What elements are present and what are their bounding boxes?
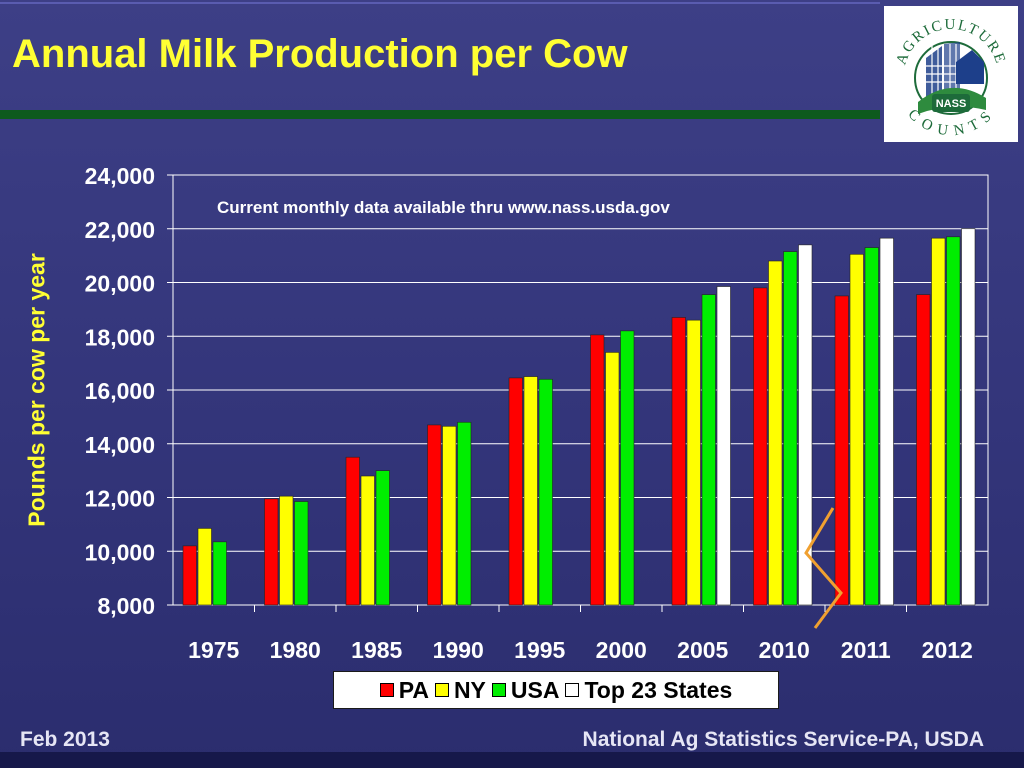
legend-label: PA	[398, 676, 429, 703]
top-divider	[0, 2, 880, 4]
y-tick-label: 10,000	[85, 539, 155, 565]
legend-swatch	[434, 683, 449, 697]
axis-break-marker	[804, 507, 843, 629]
bars	[182, 228, 976, 606]
x-tick-label: 2005	[677, 637, 728, 663]
y-tick-label: 12,000	[85, 486, 155, 512]
bar-ny-1985	[360, 475, 375, 606]
bar-ny-1980	[279, 495, 294, 606]
bar-pa-2005	[671, 317, 686, 606]
bar-usa-1980	[294, 501, 309, 606]
x-tick-label: 2012	[922, 637, 973, 663]
bar-usa-1990	[457, 421, 472, 606]
legend-item-ny: NY	[434, 676, 486, 704]
bar-pa-2012	[916, 294, 931, 606]
bar-usa-2010	[783, 251, 798, 606]
x-tick-label: 1975	[188, 637, 239, 663]
bar-usa-1975	[212, 541, 227, 606]
bar-top-23-states-2012	[961, 228, 976, 606]
bar-pa-1980	[264, 498, 279, 606]
legend-swatch	[379, 683, 394, 697]
slide-title: Annual Milk Production per Cow	[12, 32, 628, 76]
legend-label: NY	[453, 676, 486, 703]
bottom-band	[0, 752, 1024, 768]
nass-logo: NASS AGRICULTURE COUNTS	[884, 6, 1018, 142]
bar-usa-2012	[946, 236, 961, 606]
y-tick-labels: 8,000 10,000 12,000 14,000 16,000 18,000 20,00…	[85, 163, 155, 619]
agriculture-counts-logo-icon: NASS AGRICULTURE COUNTS	[893, 17, 1006, 140]
x-tick-label: 2011	[841, 637, 891, 663]
bar-usa-1995	[538, 378, 553, 606]
x-tick-label: 2010	[759, 637, 810, 663]
x-tick-label: 1995	[514, 637, 565, 663]
chart-legend: PA NY USA Top 23 States	[333, 671, 779, 709]
legend-item-top-23-states: Top 23 States	[565, 677, 732, 704]
bar-top-23-states-2011	[879, 237, 894, 606]
bar-usa-2005	[701, 294, 716, 606]
bar-pa-1995	[508, 377, 523, 606]
bar-ny-1995	[523, 376, 538, 606]
bar-usa-2000	[620, 330, 635, 606]
gridlines	[167, 174, 988, 612]
bar-ny-1990	[442, 425, 457, 606]
bar-pa-1990	[427, 424, 442, 606]
x-tick-labels: 1975 1980 1985 1990 1995 2000 2005 2010 2011 2012	[188, 637, 973, 663]
bar-usa-1985	[375, 470, 390, 606]
bar-top-23-states-2010	[798, 244, 813, 606]
bar-pa-2000	[590, 334, 605, 606]
x-tick-label: 1980	[270, 637, 321, 663]
bar-pa-1985	[345, 456, 360, 606]
x-tick-label: 2000	[596, 637, 647, 663]
bar-ny-1975	[197, 528, 212, 606]
chart-annotation: Current monthly data available thru www.…	[217, 198, 670, 217]
legend-swatch	[565, 683, 580, 697]
bar-ny-2011	[849, 253, 864, 606]
y-tick-label: 16,000	[85, 378, 155, 404]
bar-ny-2012	[931, 237, 946, 606]
bar-ny-2010	[768, 260, 783, 606]
y-tick-label: 24,000	[85, 163, 155, 189]
bar-top-23-states-2005	[716, 286, 731, 606]
x-tick-label: 1985	[351, 637, 402, 663]
legend-item-usa: USA	[491, 676, 560, 704]
title-underline-band	[0, 110, 880, 119]
legend-swatch	[491, 683, 506, 697]
bar-pa-2010	[753, 287, 768, 606]
y-tick-label: 22,000	[85, 217, 155, 243]
footer-source: National Ag Statistics Service-PA, USDA	[582, 728, 984, 751]
y-axis-label: Pounds per cow per year	[23, 253, 50, 527]
legend-item-pa: PA	[379, 676, 429, 704]
bar-usa-2011	[864, 247, 879, 606]
y-tick-label: 14,000	[85, 432, 155, 458]
bar-pa-2011	[834, 295, 849, 606]
legend-label: USA	[510, 676, 560, 703]
legend-label: Top 23 States	[584, 676, 733, 703]
y-tick-label: 20,000	[85, 271, 155, 297]
logo-nass-text: NASS	[936, 98, 967, 110]
footer-date: Feb 2013	[20, 728, 110, 751]
x-tick-label: 1990	[433, 637, 484, 663]
y-tick-label: 8,000	[97, 593, 155, 619]
bar-ny-2005	[686, 319, 701, 606]
bar-ny-2000	[605, 352, 620, 606]
y-tick-label: 18,000	[85, 324, 155, 350]
bar-pa-1975	[182, 545, 197, 606]
